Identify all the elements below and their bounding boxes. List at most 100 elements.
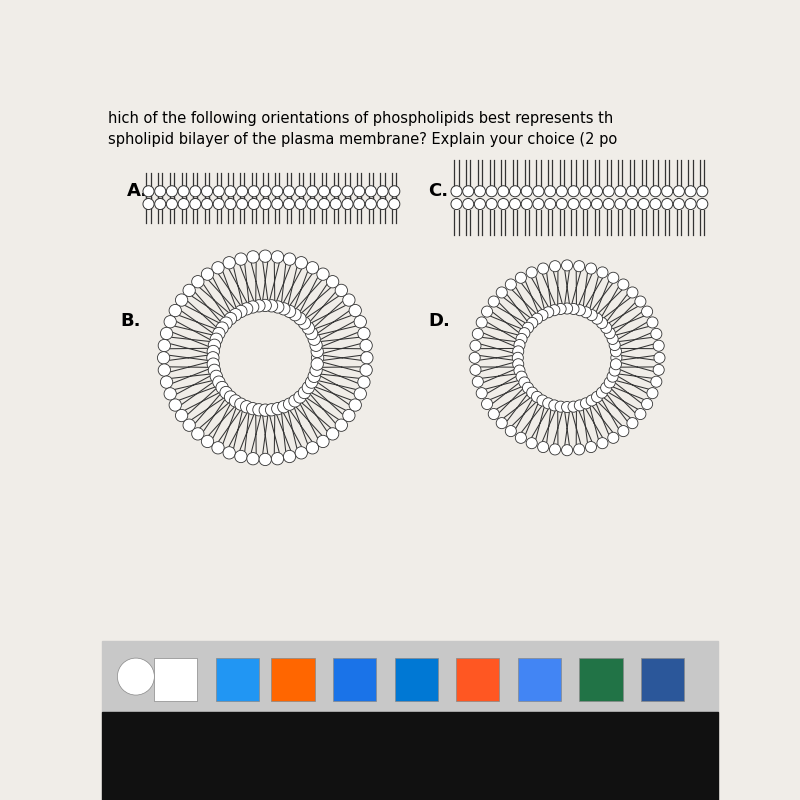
- Circle shape: [586, 310, 598, 321]
- Circle shape: [650, 328, 662, 339]
- Circle shape: [597, 438, 608, 449]
- Circle shape: [289, 394, 301, 407]
- Circle shape: [515, 272, 526, 283]
- Circle shape: [638, 198, 650, 210]
- Circle shape: [377, 186, 388, 197]
- Circle shape: [241, 401, 253, 413]
- Circle shape: [160, 376, 173, 388]
- Circle shape: [158, 364, 170, 376]
- Circle shape: [462, 198, 474, 210]
- Text: A.: A.: [126, 182, 148, 201]
- Circle shape: [615, 186, 626, 197]
- Circle shape: [272, 186, 282, 197]
- Circle shape: [154, 186, 166, 197]
- Circle shape: [603, 198, 614, 210]
- Bar: [518, 658, 561, 702]
- Circle shape: [190, 186, 201, 197]
- Circle shape: [295, 198, 306, 210]
- Circle shape: [607, 371, 618, 382]
- Circle shape: [164, 388, 176, 400]
- Circle shape: [451, 198, 462, 210]
- Circle shape: [662, 186, 673, 197]
- Circle shape: [266, 404, 278, 416]
- Circle shape: [354, 388, 366, 400]
- Circle shape: [234, 306, 247, 318]
- Circle shape: [210, 333, 222, 346]
- Circle shape: [674, 186, 685, 197]
- Circle shape: [635, 296, 646, 307]
- Circle shape: [542, 398, 554, 409]
- Circle shape: [302, 322, 314, 334]
- Circle shape: [537, 310, 548, 321]
- Circle shape: [225, 198, 236, 210]
- Circle shape: [294, 313, 306, 325]
- Circle shape: [266, 300, 278, 312]
- Circle shape: [555, 401, 566, 412]
- Circle shape: [609, 365, 620, 376]
- Circle shape: [246, 301, 259, 313]
- Circle shape: [216, 382, 228, 394]
- Circle shape: [225, 186, 236, 197]
- Circle shape: [610, 358, 622, 370]
- Circle shape: [206, 352, 219, 364]
- Circle shape: [271, 250, 284, 263]
- Circle shape: [514, 365, 525, 376]
- Circle shape: [568, 401, 579, 412]
- Circle shape: [516, 334, 527, 345]
- Circle shape: [562, 402, 573, 413]
- Circle shape: [307, 198, 318, 210]
- Circle shape: [283, 253, 296, 266]
- Circle shape: [627, 418, 638, 429]
- Circle shape: [259, 454, 271, 466]
- Circle shape: [326, 275, 338, 288]
- Circle shape: [662, 198, 673, 210]
- Circle shape: [674, 198, 685, 210]
- Circle shape: [354, 315, 366, 328]
- Circle shape: [556, 198, 567, 210]
- Circle shape: [272, 301, 284, 313]
- Circle shape: [354, 198, 365, 210]
- Circle shape: [248, 198, 259, 210]
- Circle shape: [349, 399, 362, 411]
- Circle shape: [330, 198, 342, 210]
- Circle shape: [537, 395, 548, 406]
- Circle shape: [178, 186, 189, 197]
- Circle shape: [158, 352, 170, 364]
- Circle shape: [208, 339, 221, 351]
- Circle shape: [349, 305, 362, 317]
- Circle shape: [526, 318, 538, 329]
- Circle shape: [642, 398, 653, 410]
- Circle shape: [202, 435, 214, 448]
- Circle shape: [510, 198, 521, 210]
- Circle shape: [342, 198, 353, 210]
- Circle shape: [213, 198, 224, 210]
- Circle shape: [175, 294, 188, 306]
- Circle shape: [580, 186, 590, 197]
- Circle shape: [223, 446, 235, 459]
- Circle shape: [521, 198, 532, 210]
- Circle shape: [562, 445, 573, 456]
- Circle shape: [183, 419, 195, 431]
- Circle shape: [220, 386, 232, 398]
- Circle shape: [160, 327, 173, 340]
- Circle shape: [247, 250, 259, 263]
- Bar: [456, 658, 499, 702]
- Circle shape: [472, 328, 483, 339]
- Circle shape: [166, 198, 178, 210]
- Circle shape: [271, 453, 284, 465]
- Circle shape: [260, 198, 271, 210]
- Circle shape: [506, 279, 516, 290]
- Circle shape: [596, 387, 607, 398]
- Bar: [394, 658, 438, 702]
- Circle shape: [360, 364, 372, 376]
- Circle shape: [550, 261, 561, 272]
- Circle shape: [272, 198, 282, 210]
- Circle shape: [192, 428, 204, 440]
- Circle shape: [295, 186, 306, 197]
- Circle shape: [310, 339, 322, 351]
- Circle shape: [591, 313, 602, 324]
- Circle shape: [526, 267, 538, 278]
- Circle shape: [562, 303, 573, 314]
- Circle shape: [516, 371, 527, 382]
- Circle shape: [472, 376, 483, 387]
